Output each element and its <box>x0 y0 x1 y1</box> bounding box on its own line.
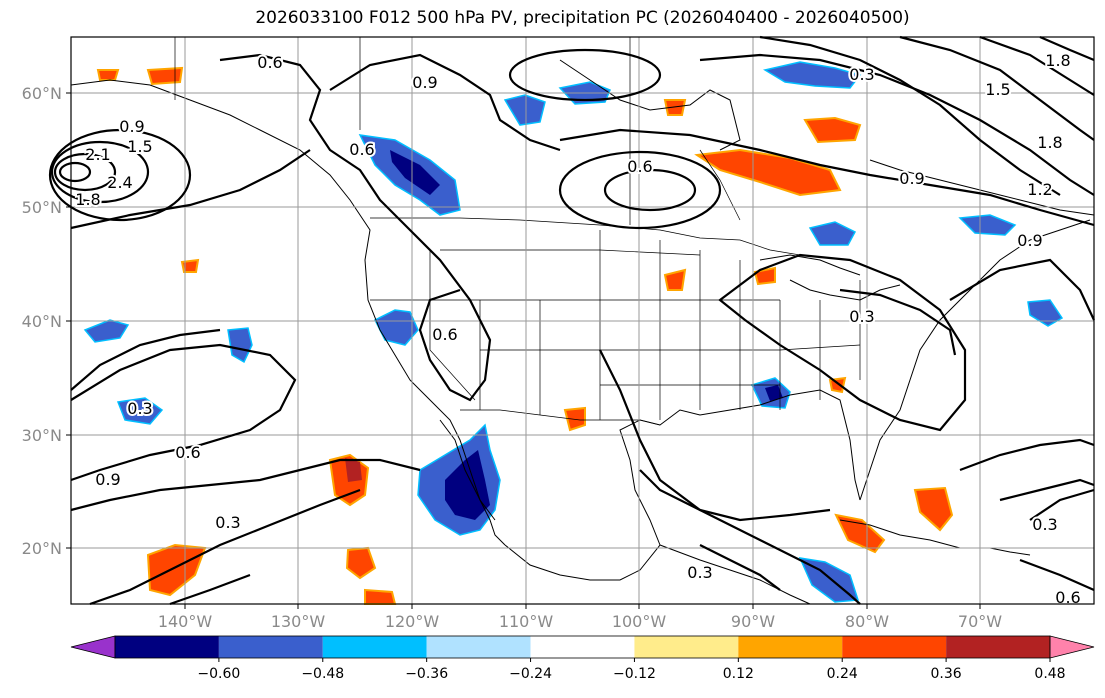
colorbar-outline <box>114 635 1051 659</box>
contour-label: 0.9 <box>899 169 924 188</box>
lon-label: 140°W <box>158 612 213 631</box>
lat-label: 20°N <box>22 539 62 558</box>
contour-label: 1.8 <box>1045 51 1070 70</box>
colorbar-extend-high <box>1049 635 1095 659</box>
colorbar-tick-label: 0.12 <box>723 666 754 682</box>
contour-label: 0.9 <box>95 470 120 489</box>
contour-label: 0.6 <box>175 443 200 462</box>
contour-label: 1.5 <box>985 80 1010 99</box>
coastlines <box>70 59 1095 605</box>
lon-label: 70°W <box>958 612 1002 631</box>
contour-label: 0.6 <box>432 325 457 344</box>
lon-label: 90°W <box>731 612 775 631</box>
contour-label: 0.9 <box>119 117 144 136</box>
axis-ticks <box>66 92 981 609</box>
precip-blobs <box>83 61 1064 605</box>
contour-label: 0.3 <box>849 307 874 326</box>
contour-label: 0.3 <box>1032 515 1057 534</box>
contour-label: 0.6 <box>1055 588 1080 607</box>
contour-label: 0.6 <box>257 53 282 72</box>
pv-contours <box>48 35 1095 606</box>
colorbar-tick-label: −0.24 <box>509 666 552 682</box>
contour-label: 1.5 <box>127 137 152 156</box>
colorbar-swatch <box>946 636 1050 658</box>
contour-label: 1.8 <box>1037 133 1062 152</box>
contour-label: 0.9 <box>1017 231 1042 250</box>
contour-label: 0.3 <box>687 563 712 582</box>
colorbar: −0.60 −0.48 −0.36 −0.24 −0.12 0.12 0.24 0.36 0.4… <box>70 635 1095 682</box>
contour-label: 1.8 <box>75 190 100 209</box>
lat-label: 40°N <box>22 312 62 331</box>
colorbar-swatch <box>218 636 323 658</box>
map-title: 2026033100 F012 500 hPa PV, precipitatio… <box>255 8 910 28</box>
contour-label-group: 0.6 0.9 1.5 2.1 2.4 1.8 0.6 0.9 0.6 0.3 … <box>73 49 1082 609</box>
lon-label: 100°W <box>612 612 667 631</box>
contour-label: 1.2 <box>1027 180 1052 199</box>
colorbar-tick-label: 0.48 <box>1034 666 1065 682</box>
colorbar-swatch <box>115 636 219 658</box>
lon-label: 80°W <box>845 612 889 631</box>
contour-label: 0.3 <box>849 65 874 84</box>
graticule <box>71 37 1094 604</box>
colorbar-tick-label: −0.48 <box>301 666 344 682</box>
colorbar-tick-label: 0.36 <box>931 666 962 682</box>
lon-label: 130°W <box>271 612 326 631</box>
contour-label: 2.4 <box>107 173 132 192</box>
lon-label: 110°W <box>499 612 554 631</box>
colorbar-swatch <box>322 636 427 658</box>
contour-label: 0.9 <box>412 73 437 92</box>
colorbar-swatch <box>634 636 739 658</box>
colorbar-swatch <box>738 636 843 658</box>
lat-label-group: 60°N 50°N 40°N 30°N 20°N <box>22 84 62 558</box>
colorbar-tick-label: −0.36 <box>405 666 448 682</box>
colorbar-tick-label: 0.24 <box>827 666 858 682</box>
colorbar-swatch <box>530 636 635 658</box>
contour-label: 0.3 <box>215 513 240 532</box>
contour-label: 2.1 <box>85 145 110 164</box>
colorbar-swatch <box>426 636 531 658</box>
colorbar-tick-label: −0.60 <box>197 666 240 682</box>
lon-label-group: 140°W 130°W 120°W 110°W 100°W 90°W 80°W … <box>158 612 1002 631</box>
lat-label: 30°N <box>22 426 62 445</box>
colorbar-tick-label: −0.12 <box>613 666 656 682</box>
contour-label: 0.6 <box>627 157 652 176</box>
contour-label: 0.3 <box>127 399 152 418</box>
contour-label: 0.6 <box>349 140 374 159</box>
lat-label: 50°N <box>22 198 62 217</box>
colorbar-swatch <box>842 636 947 658</box>
colorbar-extend-low <box>70 635 116 659</box>
lon-label: 120°W <box>385 612 440 631</box>
lat-label: 60°N <box>22 84 62 103</box>
